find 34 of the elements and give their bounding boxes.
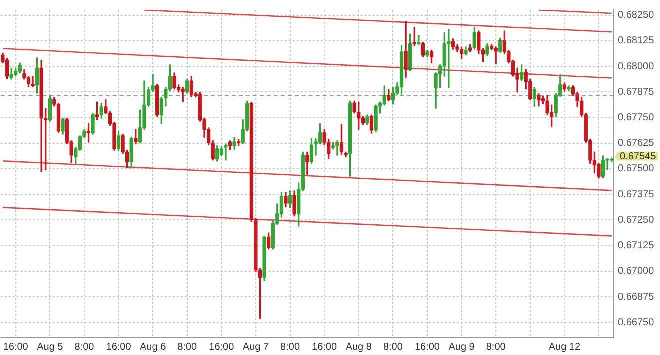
x-tick-label: 8:00 — [383, 342, 404, 353]
y-tick-label: 0.67500 — [618, 164, 655, 175]
candlestick — [224, 144, 228, 161]
x-tick-label: 16:00 — [414, 342, 440, 353]
y-tick-label: 0.66750 — [618, 317, 655, 328]
x-tick-label: 16:00 — [312, 342, 338, 353]
text: 0.67545 — [620, 152, 657, 163]
x-tick-label: 16:00 — [209, 342, 235, 353]
candlestick — [336, 140, 340, 156]
y-tick-label: 0.67000 — [618, 266, 655, 278]
x-tick-label: Aug 9 — [448, 342, 476, 353]
y-tick-label: 0.68000 — [618, 61, 655, 72]
x-tick-label: Aug 8 — [346, 342, 372, 353]
y-tick-label: 0.68250 — [618, 10, 655, 22]
y-tick-label: 0.67250 — [618, 214, 655, 226]
x-tick-label: 16:00 — [3, 342, 29, 353]
x-tick-label: Aug 5 — [37, 342, 64, 353]
x-tick-label: 16:00 — [106, 342, 132, 353]
candlestick — [447, 29, 451, 88]
x-tick-label: 8:00 — [280, 342, 300, 353]
x-tick-label: 8:00 — [486, 342, 506, 353]
y-tick-label: 0.66875 — [618, 292, 655, 303]
y-tick-label: 0.67375 — [618, 189, 655, 200]
x-tick-label: Aug 6 — [140, 342, 167, 353]
y-tick-label: 0.67750 — [618, 112, 655, 124]
x-tick-label: 8:00 — [178, 342, 198, 353]
candlestick — [31, 76, 35, 88]
y-tick-label: 0.67625 — [618, 138, 655, 150]
x-tick-label: Aug 7 — [242, 342, 270, 353]
x-tick-label: Aug 12 — [548, 342, 581, 353]
y-tick-label: 0.67125 — [618, 240, 655, 252]
x-tick-label: 8:00 — [74, 342, 95, 353]
y-tick-label: 0.67875 — [618, 86, 655, 98]
y-tick-label: 0.68125 — [618, 36, 655, 47]
